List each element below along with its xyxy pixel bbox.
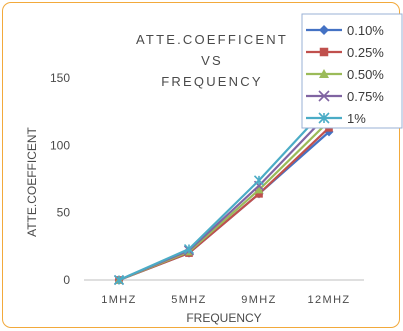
x-tick-label: 9MHZ — [241, 294, 277, 306]
data-point-marker — [253, 175, 265, 186]
x-tick-label: 12MHZ — [307, 294, 350, 306]
x-tick-label: 1MHZ — [101, 294, 137, 306]
data-point-marker — [318, 90, 330, 102]
y-tick-label: 150 — [50, 71, 70, 85]
series-group — [114, 127, 334, 285]
series-line — [118, 131, 330, 282]
legend-item: 0.75% — [306, 89, 384, 104]
legend-item: 0.25% — [306, 45, 384, 60]
data-point-marker — [113, 274, 125, 286]
y-tick-label: 0 — [63, 273, 70, 287]
chart-title: ATTE.COEFFICENT VS FREQUENCY — [136, 32, 288, 89]
plot-series — [113, 99, 335, 286]
y-axis-title: ATTE.COEFFICENT — [25, 126, 39, 236]
legend-items: 0.10% 0.25% 0.50% 0.75% 1% — [306, 23, 384, 126]
data-point-marker — [319, 47, 329, 57]
x-axis-title: FREQUENCY — [186, 311, 261, 325]
legend-label: 0.50% — [347, 67, 384, 82]
data-point-marker — [255, 189, 263, 198]
data-point-marker — [183, 243, 195, 255]
legend: 0.10% 0.25% 0.50% 0.75% 1% — [301, 13, 403, 129]
chart-title-line-1: ATTE.COEFFICENT — [136, 32, 288, 47]
y-axis-ticks: 0 50 100 150 — [50, 71, 70, 287]
legend-label: 0.25% — [347, 45, 384, 60]
x-tick-label: 5MHZ — [171, 294, 207, 306]
legend-label: 1% — [347, 111, 366, 126]
y-tick-label: 100 — [50, 138, 70, 152]
y-tick-label: 50 — [57, 206, 71, 220]
legend-label: 0.10% — [347, 23, 384, 38]
legend-item: 1% — [306, 111, 366, 126]
legend-label: 0.75% — [347, 89, 384, 104]
legend-item: 0.50% — [306, 67, 384, 82]
legend-item: 0.10% — [306, 23, 384, 38]
data-point-marker — [318, 112, 330, 124]
legend-box — [301, 13, 403, 129]
chart-title-line-3: FREQUENCY — [161, 74, 262, 89]
data-point-marker — [319, 25, 329, 35]
data-point-marker — [319, 69, 329, 78]
chart-title-line-2: VS — [201, 53, 223, 68]
data-point-marker — [254, 185, 264, 194]
x-axis-ticks: 1MHZ 5MHZ 9MHZ 12MHZ — [101, 294, 350, 306]
series-line — [118, 104, 330, 282]
series-group — [113, 99, 335, 286]
